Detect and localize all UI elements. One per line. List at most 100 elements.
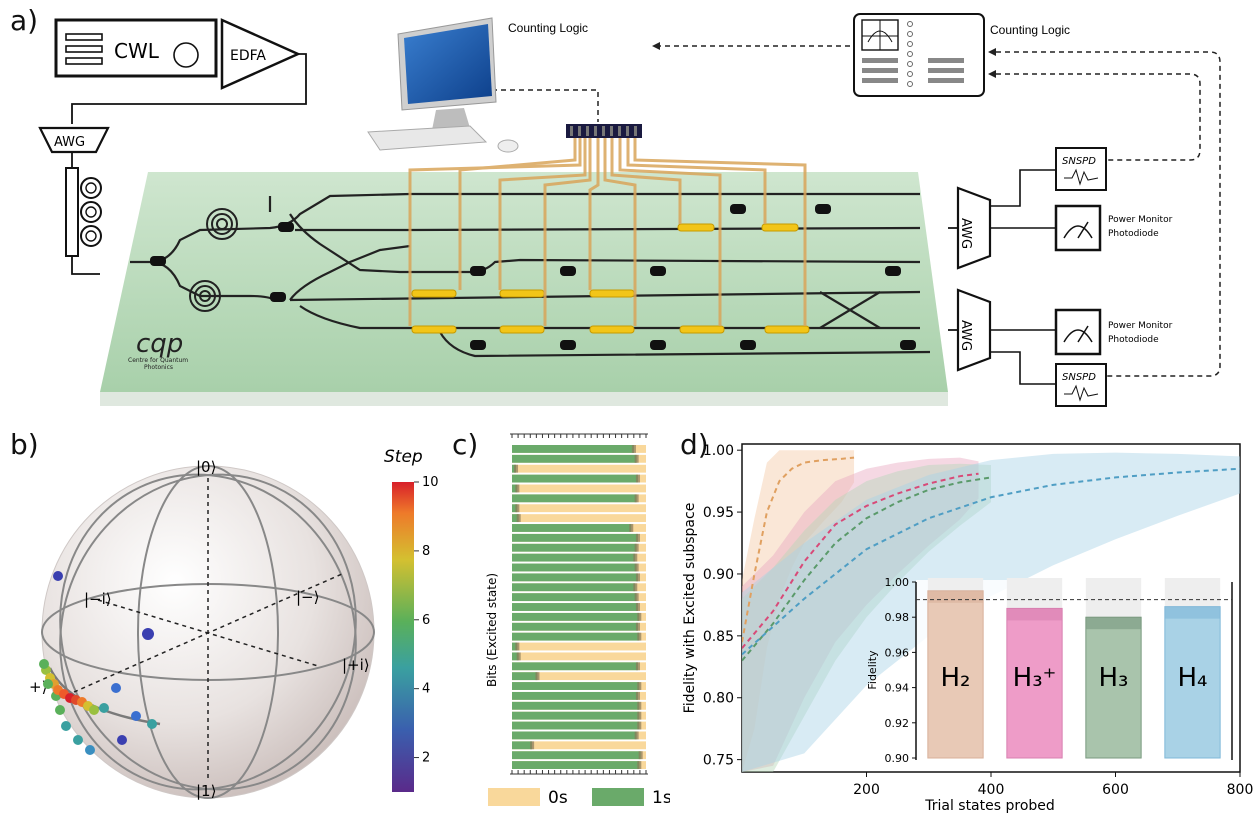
power-monitor-1 [1054,204,1102,252]
panel-label-d: d) [680,428,709,461]
bit-row-ones [512,751,641,760]
y-tick-label: 0.80 [703,691,734,707]
colorbar-tick-label: 2 [422,751,430,766]
bits-chart: Bits (Excited state) 0s 1s [485,433,670,808]
bit-row-ones [512,662,638,671]
bit-row-ones [512,652,519,661]
bit-row-ones [512,484,518,493]
bloch-sphere: |0⟩ |1⟩ |+⟩ |−⟩ |+i⟩ |−i⟩ Step 2 4 6 8 10 [30,447,439,800]
colorbar-title: Step [384,447,423,467]
bit-row-boundary [635,533,640,542]
bit-row-boundary [633,583,638,592]
y-tick-label: 0.90 [703,567,734,583]
legend-swatch-0s [488,788,540,806]
snspd-label-2: SNSPD [1062,372,1096,383]
bit-row-boundary [635,622,640,631]
bit-row-ones [512,543,637,552]
bit-row-ones [512,691,638,700]
waveguides [130,192,931,358]
awg-left-label: AWG [54,135,85,150]
trajectory-points [39,571,157,755]
counting-logic-label-2: Counting Logic [990,23,1070,37]
bit-row-boundary [634,731,639,740]
label-plus-i: |+i⟩ [342,656,370,674]
series-band [742,457,979,772]
cqp-logo-sub1: Centre for Quantum [128,357,188,364]
snspd-label-1: SNSPD [1062,156,1096,167]
x-tick-label: 400 [978,782,1005,798]
series-line [742,476,992,662]
inset-y-tick-label: 1.00 [885,576,910,589]
inset-bar-label: H₂ [941,663,971,693]
x-tick-label: 600 [1102,782,1129,798]
series-band [742,450,855,772]
bit-row-ones [512,474,638,483]
bit-row-boundary [634,494,639,503]
series-line [742,467,1240,656]
inset-bar [1164,606,1221,759]
inset-bar-top [927,590,984,603]
laser-box [54,18,218,78]
bit-row-ones [512,632,640,641]
snspd-detector-2 [1055,363,1107,407]
bit-row-boundary [637,761,642,769]
inset-y-tick-label: 0.96 [885,646,910,659]
bit-row-boundary [515,484,520,493]
inset-bar-label: H₄ [1178,663,1208,693]
bit-row-ones [512,682,640,690]
awg-left [38,126,110,154]
bit-row-zeros [512,672,646,681]
inset-bar-top [1006,608,1063,621]
bit-row-boundary [633,553,638,562]
cqp-logo: cqp [136,329,183,359]
setup-diagram: CWL EDFA AWG Counting Logic Counting Log… [38,13,1221,407]
label-minus: |−⟩ [296,588,319,606]
bit-row-boundary [634,454,639,463]
inset-bar-label: H₃ [1099,663,1129,693]
bit-row-boundary [629,524,634,532]
y-axis-label: Fidelity with Excited subspace [682,503,698,714]
bit-row-ones [512,583,636,592]
bit-row-ones [512,454,637,463]
bit-row-ones [512,711,640,720]
bit-row-ones [512,642,518,651]
bit-row-boundary [638,751,643,760]
bit-row-boundary [635,691,640,700]
bit-row-boundary [637,721,642,730]
bit-row-zeros [512,741,646,750]
bit-row-ones [512,672,538,681]
laser-label: CWL [114,39,160,63]
counting-logic-label-1: Counting Logic [508,21,588,35]
colorbar [392,482,414,792]
power-monitor-2-line2: Photodiode [1108,335,1159,345]
bit-row-ones [512,464,517,473]
inset-bar [1006,607,1063,759]
bit-row-ones [512,612,640,621]
bit-row-boundary [515,504,520,513]
colorbar-tick-label: 8 [422,544,430,559]
inset-bar-top [1085,617,1142,630]
power-monitor-1-line2: Photodiode [1108,229,1159,239]
bit-row-boundary [516,514,521,523]
edfa-label: EDFA [230,48,266,64]
bit-row-ones [512,553,636,562]
bits-ylabel: Bits (Excited state) [485,573,499,687]
bit-row-boundary [535,672,540,681]
bit-row-zeros [512,484,646,493]
x-axis-label: Trial states probed [924,798,1055,814]
bit-row-ones [512,701,640,710]
panel-label-c: c) [452,428,479,461]
cqp-logo-sub2: Photonics [144,364,173,371]
power-monitor-2 [1054,308,1102,356]
photonic-chip [100,172,948,392]
bit-row-ones [512,573,638,582]
label-zero: |0⟩ [196,458,216,476]
panel-label-b: b) [10,428,39,461]
inset-bar-label: H₃⁺ [1013,663,1057,693]
x-tick-label: 800 [1227,782,1254,798]
bit-row-ones [512,445,634,453]
label-plus: |+⟩ [30,678,47,696]
bit-row-boundary [516,652,521,661]
inset-y-tick-label: 0.92 [885,717,910,730]
bit-row-boundary [637,682,642,690]
